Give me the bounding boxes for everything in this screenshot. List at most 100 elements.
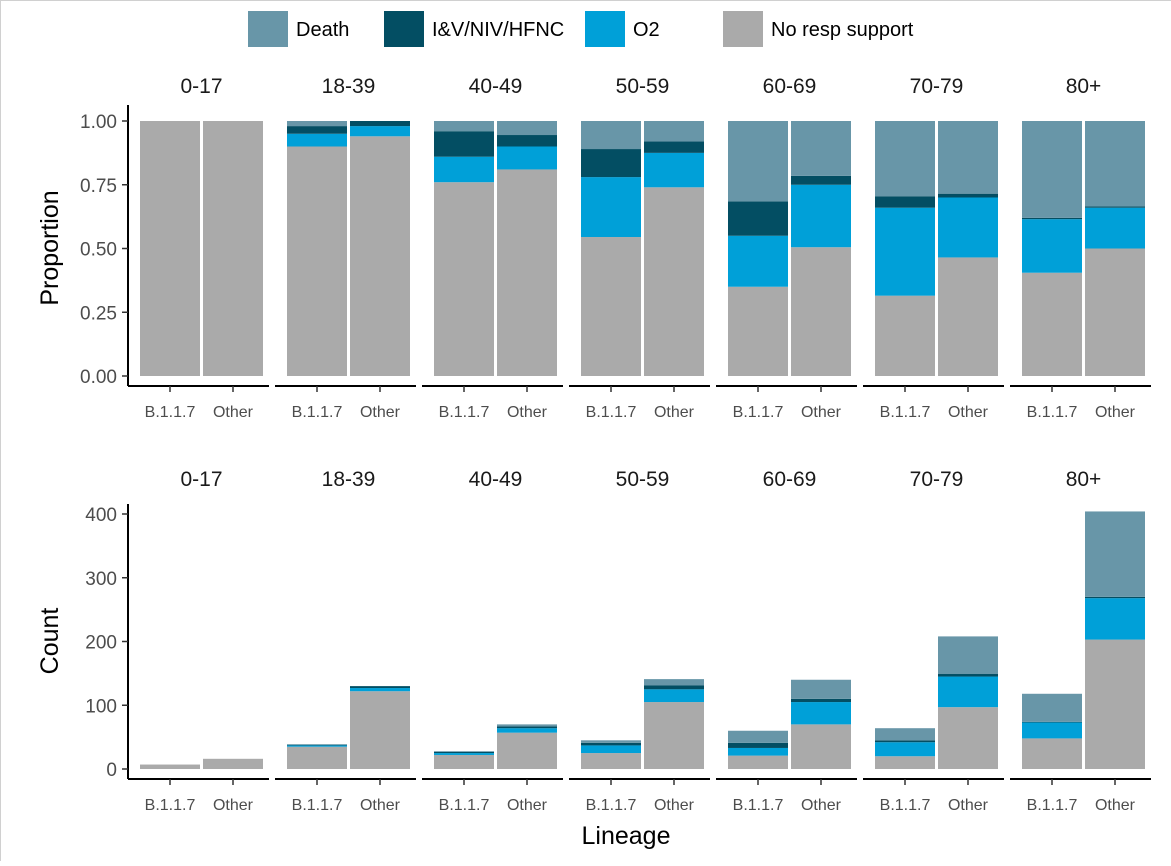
y-axis-title-1: Count: [36, 608, 64, 675]
bar-0-6-1-3: [1085, 121, 1145, 207]
bar-0-4-0-0: [728, 286, 788, 376]
legend-label-2: O2: [633, 19, 660, 41]
bar-1-3-0-1: [581, 745, 641, 754]
bar-0-5-0-2: [875, 196, 935, 208]
x-tick-label-0-0-0: B.1.1.7: [145, 404, 196, 421]
bar-1-2-0-3: [434, 751, 494, 752]
bar-0-3-1-2: [644, 141, 704, 153]
bar-1-3-1-0: [644, 702, 704, 769]
facet-label-1-6: 80+: [1066, 468, 1102, 491]
facet-label-1-2: 40-49: [469, 468, 523, 491]
x-tick-label-0-4-1: Other: [801, 404, 842, 421]
bar-1-5-0-0: [875, 756, 935, 769]
bar-1-4-1-3: [791, 679, 851, 699]
bar-0-4-0-2: [728, 201, 788, 236]
bar-0-1-0-1: [287, 133, 347, 147]
y-tick-label-0-0: 0.00: [80, 367, 117, 388]
bar-1-4-0-2: [728, 742, 788, 748]
bar-1-2-0-0: [434, 754, 494, 769]
bar-1-3-0-2: [581, 742, 641, 746]
x-tick-label-0-6-1: Other: [1095, 404, 1136, 421]
x-tick-label-0-5-1: Other: [948, 404, 989, 421]
bar-0-1-0-0: [287, 146, 347, 376]
bar-1-4-0-0: [728, 755, 788, 769]
bar-1-6-1-0: [1085, 639, 1145, 769]
bar-0-5-0-0: [875, 295, 935, 376]
bar-0-3-1-0: [644, 187, 704, 376]
y-tick-label-1-3: 300: [85, 569, 117, 590]
bar-1-4-1-1: [791, 702, 851, 725]
bar-0-2-1-2: [497, 135, 557, 147]
bar-0-1-0-2: [287, 126, 347, 134]
bar-1-6-1-2: [1085, 596, 1145, 599]
bar-0-6-1-1: [1085, 207, 1145, 249]
facet-label-0-3: 50-59: [616, 75, 670, 98]
bar-1-1-1-0: [350, 691, 410, 769]
y-tick-label-0-2: 0.50: [80, 240, 117, 261]
bar-1-3-0-0: [581, 753, 641, 769]
x-tick-label-0-0-1: Other: [213, 404, 254, 421]
bar-1-2-1-2: [497, 726, 557, 729]
x-tick-label-1-3-1: Other: [654, 797, 695, 814]
facet-label-1-0: 0-17: [180, 468, 222, 491]
x-tick-label-0-2-1: Other: [507, 404, 548, 421]
bar-0-3-0-3: [581, 121, 641, 150]
bar-1-6-0-2: [1022, 721, 1082, 723]
facet-label-0-1: 18-39: [322, 75, 376, 98]
bar-0-2-0-1: [434, 156, 494, 183]
bar-0-2-0-0: [434, 182, 494, 376]
bar-1-1-0-2: [287, 744, 347, 746]
legend-label-3: No resp support: [771, 19, 914, 41]
bar-0-6-0-3: [1022, 121, 1082, 218]
bar-0-3-1-1: [644, 152, 704, 188]
bar-0-1-1-2: [350, 121, 410, 127]
bar-0-4-1-3: [791, 121, 851, 176]
bar-1-4-0-1: [728, 747, 788, 756]
bar-0-5-1-1: [938, 197, 998, 258]
bar-0-4-0-1: [728, 235, 788, 287]
x-tick-label-1-4-0: B.1.1.7: [733, 797, 784, 814]
x-tick-label-0-3-1: Other: [654, 404, 695, 421]
bar-1-2-1-3: [497, 724, 557, 727]
bar-1-3-1-1: [644, 689, 704, 703]
bar-0-4-1-2: [791, 175, 851, 185]
x-tick-label-0-6-0: B.1.1.7: [1027, 404, 1078, 421]
facet-label-0-5: 70-79: [910, 75, 964, 98]
bar-1-0-1-0: [203, 758, 263, 769]
bar-1-6-1-3: [1085, 511, 1145, 597]
bar-0-5-1-0: [938, 257, 998, 376]
bar-0-5-1-3: [938, 121, 998, 194]
bar-0-1-1-0: [350, 136, 410, 376]
bar-0-2-0-2: [434, 131, 494, 157]
y-tick-label-1-4: 400: [85, 505, 117, 526]
bar-0-0-0-0: [140, 121, 200, 376]
bar-0-5-1-2: [938, 193, 998, 198]
facet-label-1-4: 60-69: [763, 468, 817, 491]
x-tick-label-1-0-1: Other: [213, 797, 254, 814]
bar-0-2-1-0: [497, 169, 557, 376]
bar-0-6-0-0: [1022, 272, 1082, 376]
bar-1-6-0-1: [1022, 722, 1082, 739]
legend-swatch-2: [585, 11, 625, 47]
bar-1-0-0-0: [140, 764, 200, 769]
facet-label-0-0: 0-17: [180, 75, 222, 98]
bar-1-5-0-2: [875, 740, 935, 743]
bar-1-2-0-2: [434, 751, 494, 754]
legend-swatch-3: [723, 11, 763, 47]
x-tick-label-1-5-1: Other: [948, 797, 989, 814]
x-tick-label-0-3-0: B.1.1.7: [586, 404, 637, 421]
x-axis-title: Lineage: [582, 822, 671, 850]
bar-1-2-1-1: [497, 728, 557, 733]
y-tick-label-1-1: 100: [85, 696, 117, 717]
x-tick-label-1-2-0: B.1.1.7: [439, 797, 490, 814]
bar-0-2-1-3: [497, 121, 557, 136]
y-tick-label-0-1: 0.25: [80, 303, 117, 324]
bar-0-6-0-1: [1022, 219, 1082, 273]
bar-1-2-0-1: [434, 753, 494, 755]
bar-0-3-1-3: [644, 121, 704, 142]
bar-0-3-0-0: [581, 237, 641, 376]
bar-1-1-0-0: [287, 746, 347, 769]
bar-0-5-0-3: [875, 121, 935, 197]
facet-label-1-1: 18-39: [322, 468, 376, 491]
y-tick-label-0-3: 0.75: [80, 176, 117, 197]
